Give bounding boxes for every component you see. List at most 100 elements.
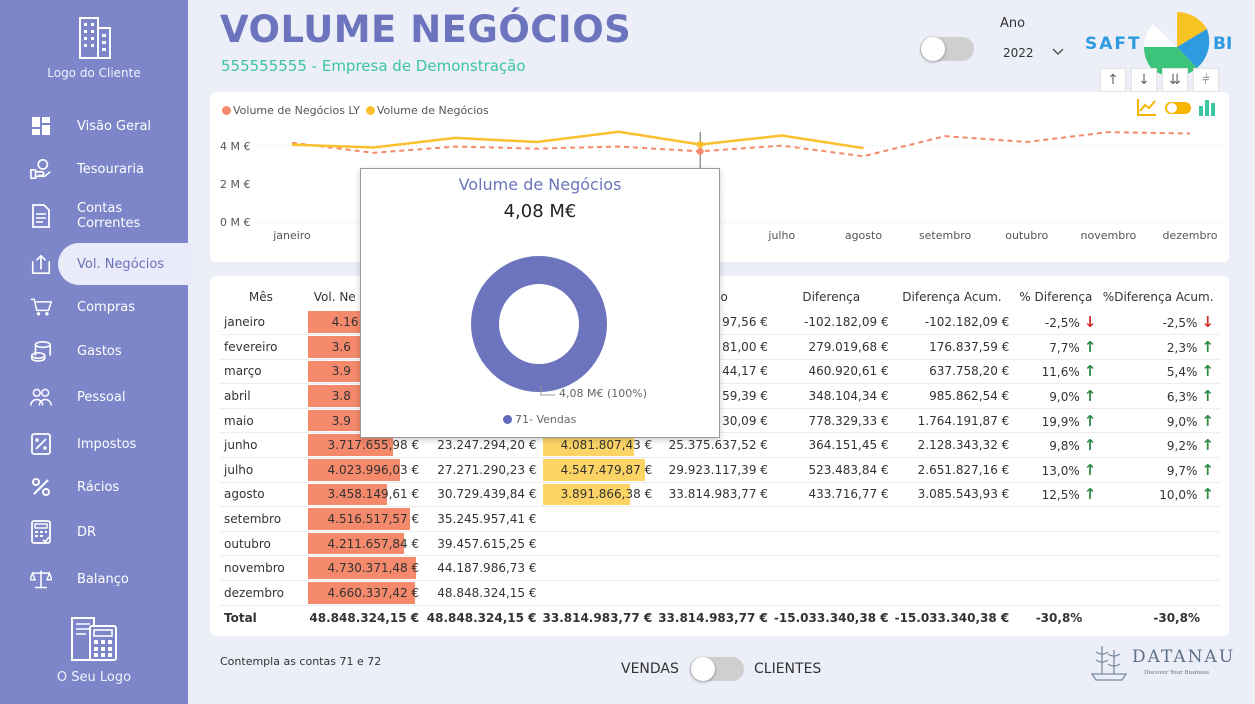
cell-diferenca: -102.182,09 € — [773, 310, 895, 336]
cell-pct-diferenca: 12,5% ↑ — [1015, 482, 1103, 508]
cell-pct-diferenca — [1015, 506, 1103, 532]
cell-value: 348.104,34 € — [808, 389, 889, 404]
total-cell-diferenca: -15.033.340,38 € — [773, 604, 895, 632]
cell-value: 4.211.657,84 € — [327, 536, 420, 551]
chevron-down-icon — [1051, 44, 1065, 61]
expand-all-down-button[interactable]: ⇊ — [1162, 68, 1188, 92]
cell-value: 3.8 — [331, 389, 351, 404]
legend-item-current[interactable]: Volume de Negócios — [365, 104, 489, 117]
total-cell-vol: 33.814.983,77 € — [542, 604, 659, 632]
sidebar-item-label: Balanço — [77, 571, 129, 587]
sidebar-item-balanco[interactable]: Balanço — [0, 558, 188, 600]
cell-mes: junho — [220, 432, 308, 459]
tooltip-donut-chart — [471, 256, 607, 396]
client-logo-label: Logo do Cliente — [47, 66, 141, 80]
data-bar-ly — [307, 508, 411, 530]
cell-diferenca-acum: 3.085.543,93 € — [894, 482, 1016, 508]
cell-value: 11,6% — [1041, 365, 1080, 380]
cell-pct-diferenca-acum — [1102, 506, 1220, 532]
legend-item-ly[interactable]: Volume de Negócios LY — [222, 104, 360, 117]
cell-mes: fevereiro — [220, 334, 308, 360]
cell-value: 44.187.986,73 € — [437, 561, 537, 576]
sidebar-item-visao-geral[interactable]: Visão Geral — [0, 105, 188, 147]
sidebar-item-impostos[interactable]: Impostos — [0, 423, 188, 465]
cell-value: 433.716,77 € — [808, 487, 889, 502]
cell-value: 4.516.517,57 € — [327, 512, 420, 527]
sidebar-item-vol-negocios[interactable]: Vol. Negócios — [0, 243, 193, 285]
cell-pct-diferenca-acum — [1102, 531, 1220, 557]
table-row[interactable]: novembro 4.730.371,48 € 44.187.986,73 € — [220, 555, 1220, 582]
cell-vol-ly-acc: 30.729.439,84 € — [425, 482, 543, 508]
cell-mes: setembro — [220, 506, 308, 532]
cell-diferenca — [773, 555, 895, 582]
drill-up-button[interactable]: ↑ — [1100, 68, 1126, 92]
donut-label-leader — [540, 386, 555, 396]
sidebar-item-gastos[interactable]: Gastos — [0, 330, 188, 372]
switch-label-vendas: VENDAS — [621, 661, 679, 677]
table-row[interactable]: setembro 4.516.517,57 € 35.245.957,41 € — [220, 506, 1220, 532]
cell-value: 985.862,54 € — [929, 389, 1010, 404]
col-header-mes[interactable]: Mês — [248, 290, 273, 304]
cell-vol-ly: 4.660.337,42 € — [307, 580, 426, 606]
sidebar-item-tesouraria[interactable]: Tesouraria — [0, 148, 188, 190]
page-title: VOLUME NEGÓCIOS — [220, 8, 632, 51]
table-row[interactable]: junho 3.717.655,98 € 23.247.294,20 € 4.081.… — [220, 432, 1220, 459]
sidebar-item-label: DR — [77, 524, 97, 540]
sidebar-item-pessoal[interactable]: Pessoal — [0, 376, 188, 418]
arrow-up-icon: ↑ — [1201, 362, 1214, 381]
cell-diferenca: 433.716,77 € — [773, 482, 895, 508]
tax-icon — [30, 433, 52, 455]
cell-pct-diferenca-acum: 9,2% ↑ — [1102, 432, 1220, 459]
cell-vol-ly: 4.516.517,57 € — [307, 506, 426, 532]
y-tick-label: 0 M € — [220, 216, 250, 229]
table-row[interactable]: outubro 4.211.657,84 € 39.457.615,25 € — [220, 531, 1220, 557]
expand-hierarchy-button[interactable]: ⫩ — [1193, 68, 1219, 92]
col-header-vol-ly[interactable]: Vol. Ne — [313, 290, 356, 304]
col-header-pct-diferenca-acum[interactable]: %Diferença Acum. — [1102, 290, 1214, 304]
cell-mes: maio — [220, 408, 308, 434]
ship-icon — [1090, 646, 1128, 681]
table-row[interactable]: dezembro 4.660.337,42 € 48.848.324,15 € — [220, 580, 1220, 606]
cell-vol-ly: 4.023.996,03 € — [307, 457, 426, 483]
cell-value: -2,5% — [1162, 316, 1198, 331]
total-cell-pct-diferenca: -30,8% — [1015, 604, 1103, 632]
cell-vol: 4.547.479,87 € — [542, 457, 659, 483]
table-row[interactable]: julho 4.023.996,03 € 27.271.290,23 € 4.547.… — [220, 457, 1220, 483]
sidebar-item-compras[interactable]: Compras — [0, 286, 188, 328]
arrow-up-icon: ↑ — [1201, 387, 1214, 406]
cell-vol — [542, 580, 659, 606]
donut-slice-vendas[interactable] — [471, 256, 607, 392]
col-header-pct-diferenca[interactable]: % Diferença — [1019, 290, 1093, 304]
x-tick-label: janeiro — [272, 229, 311, 242]
cell-diferenca: 460.920,61 € — [773, 359, 895, 385]
comparison-toggle[interactable] — [920, 37, 974, 61]
total-cell-diferenca-acum: -15.033.340,38 € — [894, 604, 1016, 632]
cell-vol-ly-acc: 27.271.290,23 € — [425, 457, 543, 483]
x-tick-label: novembro — [1081, 229, 1137, 242]
drill-down-button[interactable]: ↓ — [1131, 68, 1157, 92]
cell-value: 97,56 € — [722, 315, 768, 330]
sidebar-item-label: Tesouraria — [77, 161, 144, 177]
sidebar-item-contas-correntes[interactable]: Contas Correntes — [0, 195, 188, 237]
sidebar-item-label: Impostos — [77, 436, 137, 452]
table-header-row: Mês Vol. Ne lado Diferença Diferença Acu… — [220, 284, 1220, 310]
sidebar-item-dr[interactable]: DR — [0, 511, 188, 553]
cell-pct-diferenca: 13,0% ↑ — [1015, 457, 1103, 483]
col-header-diferenca-acum[interactable]: Diferença Acum. — [902, 290, 1002, 304]
cell-value: 9,7% — [1166, 463, 1198, 478]
cell-vol-ly: 4.211.657,84 € — [307, 531, 426, 557]
line-chart-icon[interactable] — [1137, 98, 1157, 120]
x-tick-label: dezembro — [1163, 229, 1218, 242]
cell-value: 30,09 € — [722, 413, 768, 428]
sidebar-item-racios[interactable]: Rácios — [0, 466, 188, 508]
cell-mes: outubro — [220, 531, 308, 557]
table-row[interactable]: agosto 3.458.149,61 € 30.729.439,84 € 3.891… — [220, 482, 1220, 508]
bar-chart-icon[interactable] — [1199, 98, 1215, 120]
vendas-clientes-toggle[interactable] — [690, 657, 744, 681]
cell-value: 4.547.479,87 € — [560, 462, 653, 477]
toggle-icon[interactable] — [1165, 100, 1191, 119]
col-header-diferenca[interactable]: Diferença — [802, 290, 861, 304]
cell-value: 48.848.324,15 € — [437, 585, 537, 600]
cell-vol-ly: 3.717.655,98 € — [307, 432, 426, 459]
year-dropdown[interactable]: 2022 — [995, 40, 1073, 66]
